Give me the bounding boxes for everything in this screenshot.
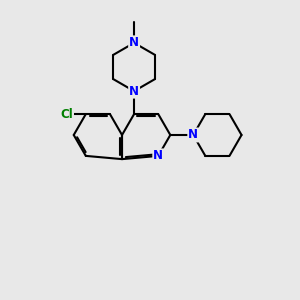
Text: N: N xyxy=(129,36,139,49)
Text: Cl: Cl xyxy=(60,108,73,121)
Text: N: N xyxy=(153,149,163,162)
Text: N: N xyxy=(188,128,198,142)
Text: N: N xyxy=(129,85,139,98)
